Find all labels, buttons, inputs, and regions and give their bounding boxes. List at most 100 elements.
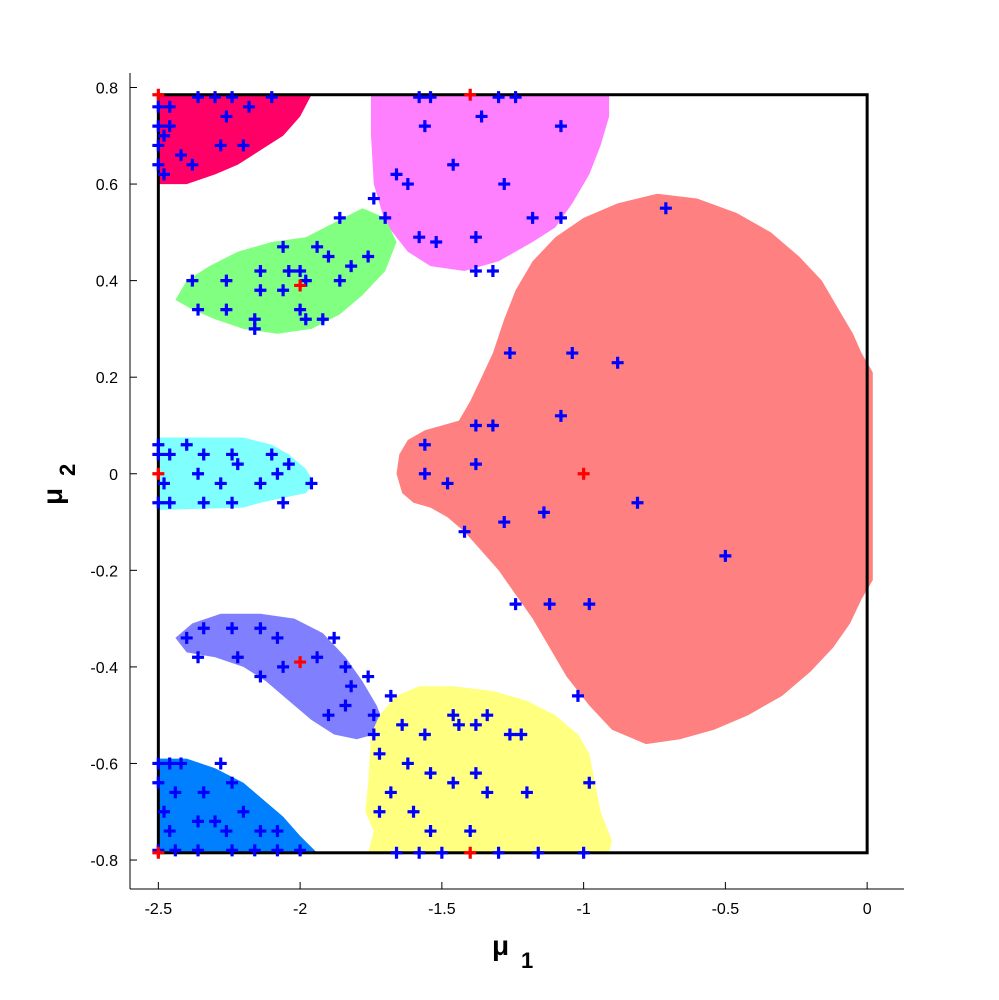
point-s0-123: [503, 728, 516, 741]
point-s0-49: [362, 250, 375, 263]
point-s0-18: [413, 91, 426, 104]
point-s0-150: [175, 757, 188, 770]
point-s1-3: [152, 467, 165, 480]
point-s1-6: [152, 846, 165, 859]
point-s0-167: [271, 844, 284, 857]
point-s0-159: [237, 805, 250, 818]
point-s0-78: [197, 496, 210, 509]
point-s0-117: [396, 718, 409, 731]
point-s0-165: [226, 844, 239, 857]
point-s0-91: [498, 516, 511, 529]
point-s0-41: [254, 264, 267, 277]
point-s0-51: [322, 250, 335, 263]
point-s0-130: [447, 776, 460, 789]
point-s0-97: [543, 598, 556, 611]
point-s0-86: [441, 477, 454, 490]
point-s0-128: [401, 757, 414, 770]
point-s0-104: [231, 651, 244, 664]
point-s0-87: [503, 347, 516, 360]
point-s0-76: [152, 496, 165, 509]
point-s0-30: [379, 211, 392, 224]
point-s0-33: [469, 231, 482, 244]
point-s0-96: [509, 598, 522, 611]
point-s0-98: [583, 598, 596, 611]
point-s0-112: [362, 670, 375, 683]
point-s0-65: [197, 448, 210, 461]
point-s0-55: [220, 303, 233, 316]
point-s0-27: [447, 158, 460, 171]
point-s0-9: [209, 91, 222, 104]
point-s0-121: [469, 718, 482, 731]
y-axis-label-subscript: 2: [55, 464, 80, 476]
point-s0-64: [180, 438, 193, 451]
point-s0-15: [265, 91, 278, 104]
point-s0-29: [367, 192, 380, 205]
point-s0-74: [254, 477, 267, 490]
point-s0-43: [282, 264, 295, 277]
point-s0-151: [197, 786, 210, 799]
point-s0-163: [169, 844, 182, 857]
x-tick-label-4: -0.5: [712, 901, 740, 918]
point-s0-3: [158, 129, 171, 142]
point-s0-93: [537, 506, 550, 519]
region-5: [175, 613, 383, 740]
point-s0-57: [248, 322, 261, 335]
y-tick-label-5: -0.2: [90, 563, 118, 580]
point-s0-142: [435, 846, 448, 859]
region-7: [158, 758, 318, 853]
region-4: [396, 193, 873, 745]
point-s0-10: [214, 139, 227, 152]
point-s0-118: [418, 728, 431, 741]
point-s0-110: [339, 660, 352, 673]
point-s0-35: [486, 264, 499, 277]
point-s0-22: [418, 120, 431, 133]
point-s0-82: [469, 419, 482, 432]
point-s0-25: [390, 168, 403, 181]
point-s0-95: [719, 549, 732, 562]
point-s0-44: [294, 264, 307, 277]
point-s0-111: [345, 680, 358, 693]
point-s0-119: [447, 709, 460, 722]
point-s0-155: [163, 825, 176, 838]
axes: -2.5 -2 -1.5 -1 -0.5 0 0.8 0.6 0.4 0.2 0 -0.2 -0.4 -0…: [90, 73, 904, 918]
point-s0-72: [192, 467, 205, 480]
point-s0-154: [158, 805, 171, 818]
point-s1-1: [464, 88, 477, 101]
point-s0-90: [554, 409, 567, 422]
point-s0-26: [401, 178, 414, 191]
point-s0-146: [152, 757, 165, 770]
point-s0-21: [509, 91, 522, 104]
x-axis-label: μ: [492, 930, 509, 961]
point-s0-116: [384, 689, 397, 702]
region-0: [158, 94, 312, 185]
point-s0-134: [583, 776, 596, 789]
point-s0-79: [226, 496, 239, 509]
point-s0-108: [311, 651, 324, 664]
y-tick-label-4: 0: [109, 467, 118, 484]
point-s0-17: [152, 139, 165, 152]
point-s0-168: [294, 844, 307, 857]
point-s0-19: [424, 91, 437, 104]
point-s0-4: [163, 120, 176, 133]
x-axis-label-subscript: 1: [521, 948, 533, 973]
point-s0-84: [418, 467, 431, 480]
point-s0-66: [226, 448, 239, 461]
point-s0-5: [163, 100, 176, 113]
y-tick-label-2: 0.4: [96, 274, 118, 291]
point-s0-2: [158, 168, 171, 181]
point-s0-124: [515, 728, 528, 741]
point-s0-67: [231, 458, 244, 471]
point-s0-138: [464, 825, 477, 838]
y-tick-label-7: -0.6: [90, 756, 118, 773]
point-s1-0: [152, 88, 165, 101]
point-s0-126: [367, 728, 380, 741]
point-s0-145: [577, 846, 590, 859]
point-s0-132: [481, 786, 494, 799]
point-s0-88: [566, 347, 579, 360]
region-layer: [158, 94, 873, 853]
point-s0-16: [152, 100, 165, 113]
y-axis-label: μ: [37, 488, 68, 505]
point-s0-32: [430, 235, 443, 248]
y-tick-label-8: -0.8: [90, 853, 118, 870]
